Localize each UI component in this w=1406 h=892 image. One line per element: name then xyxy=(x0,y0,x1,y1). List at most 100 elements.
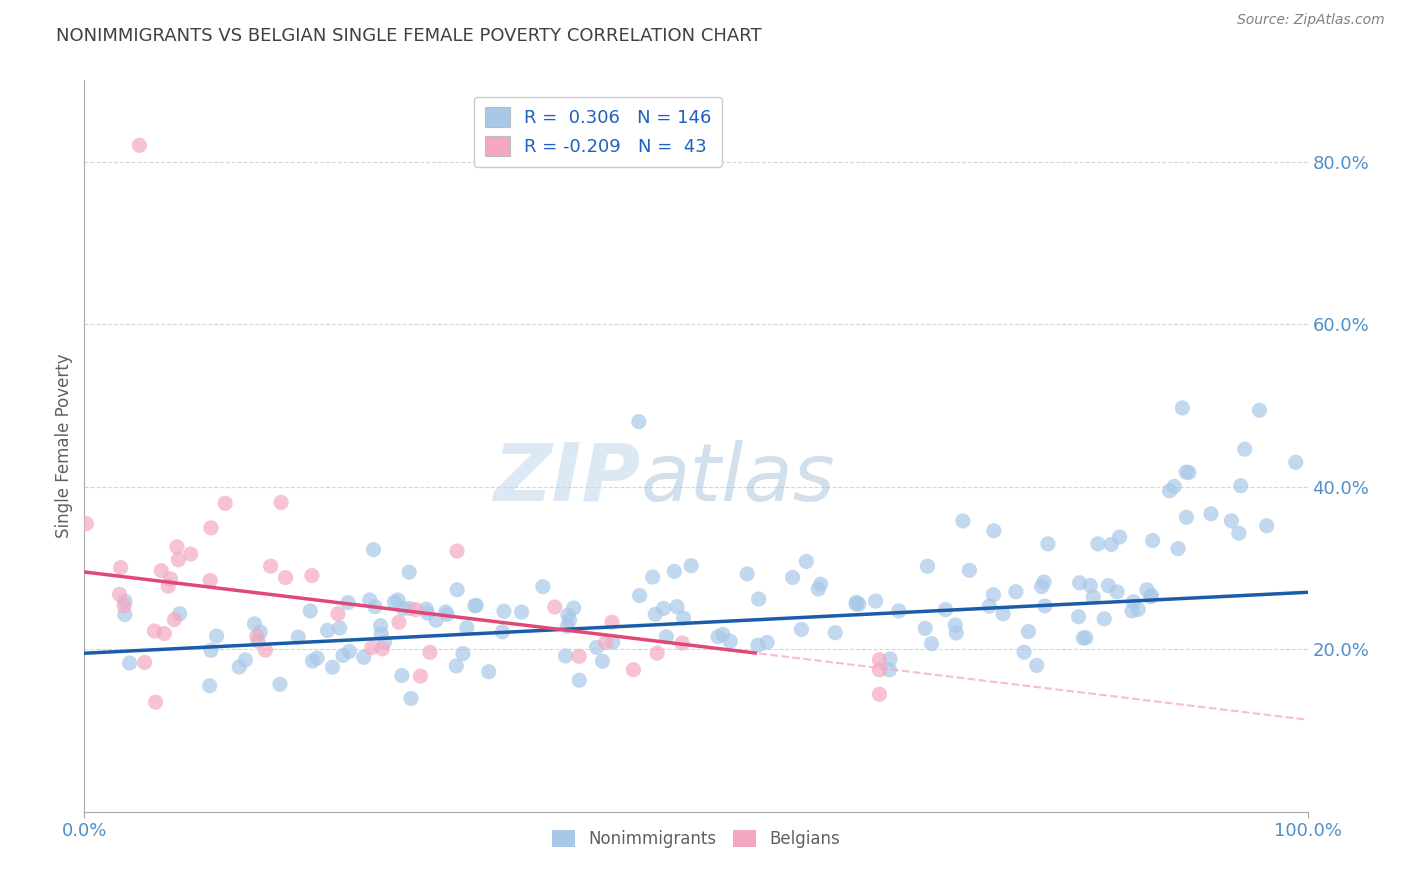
Point xyxy=(1036,537,1059,551)
Point xyxy=(887,604,910,618)
Point xyxy=(321,660,343,674)
Point xyxy=(1025,658,1047,673)
Point xyxy=(249,624,271,639)
Point xyxy=(287,630,309,644)
Point xyxy=(591,654,613,668)
Point xyxy=(269,677,291,691)
Point xyxy=(644,607,666,622)
Point xyxy=(718,634,741,648)
Point xyxy=(707,630,730,644)
Point xyxy=(1199,507,1222,521)
Point xyxy=(446,544,468,558)
Point xyxy=(879,663,901,677)
Point xyxy=(205,629,228,643)
Point xyxy=(465,599,488,613)
Point xyxy=(143,624,166,638)
Point xyxy=(735,566,758,581)
Point xyxy=(848,597,870,611)
Point xyxy=(1126,602,1149,616)
Point xyxy=(1099,537,1122,551)
Legend: Nonimmigrants, Belgians: Nonimmigrants, Belgians xyxy=(546,823,846,855)
Point xyxy=(555,619,578,633)
Point xyxy=(436,607,458,622)
Point xyxy=(645,646,668,660)
Point xyxy=(198,679,221,693)
Y-axis label: Single Female Poverty: Single Female Poverty xyxy=(55,354,73,538)
Point xyxy=(274,571,297,585)
Point xyxy=(1175,465,1198,479)
Point xyxy=(118,656,141,670)
Point xyxy=(163,613,186,627)
Point xyxy=(748,592,770,607)
Point xyxy=(200,643,222,657)
Point xyxy=(415,602,437,616)
Point xyxy=(307,651,329,665)
Point xyxy=(108,587,131,601)
Point xyxy=(879,652,901,666)
Point xyxy=(1285,455,1308,469)
Point xyxy=(337,644,360,658)
Point xyxy=(374,635,396,649)
Point xyxy=(1012,645,1035,659)
Point xyxy=(364,599,387,614)
Point xyxy=(600,615,623,630)
Point xyxy=(641,570,664,584)
Point xyxy=(652,601,675,615)
Point xyxy=(1233,442,1256,457)
Point xyxy=(628,589,651,603)
Point xyxy=(1142,533,1164,548)
Point xyxy=(1256,518,1278,533)
Point xyxy=(1167,541,1189,556)
Point xyxy=(810,577,832,591)
Point xyxy=(544,599,567,614)
Point xyxy=(451,647,474,661)
Point xyxy=(398,601,420,615)
Point xyxy=(1136,582,1159,597)
Point xyxy=(1078,578,1101,592)
Point xyxy=(1033,575,1056,590)
Point xyxy=(983,588,1005,602)
Point xyxy=(1122,595,1144,609)
Point xyxy=(235,653,257,667)
Point xyxy=(409,669,432,683)
Point xyxy=(983,524,1005,538)
Point xyxy=(1227,526,1250,541)
Point xyxy=(316,624,339,638)
Point xyxy=(568,649,591,664)
Point xyxy=(114,594,136,608)
Point xyxy=(790,623,813,637)
Point xyxy=(824,625,846,640)
Point xyxy=(128,138,150,153)
Point xyxy=(568,673,591,688)
Point xyxy=(200,521,222,535)
Point xyxy=(446,582,468,597)
Point xyxy=(446,659,468,673)
Point xyxy=(388,615,411,630)
Point xyxy=(756,635,779,649)
Point xyxy=(387,593,409,607)
Point xyxy=(464,599,486,613)
Point xyxy=(865,594,887,608)
Point xyxy=(145,695,167,709)
Point xyxy=(934,602,956,616)
Point xyxy=(681,558,703,573)
Point xyxy=(991,607,1014,621)
Point xyxy=(869,653,891,667)
Point xyxy=(1097,579,1119,593)
Point xyxy=(456,621,478,635)
Point xyxy=(1163,479,1185,493)
Point xyxy=(371,641,394,656)
Point xyxy=(585,640,607,655)
Point xyxy=(602,635,624,649)
Point xyxy=(979,599,1001,614)
Point xyxy=(1121,604,1143,618)
Point xyxy=(329,621,352,635)
Point xyxy=(270,495,292,509)
Point xyxy=(247,634,270,648)
Point xyxy=(510,605,533,619)
Point xyxy=(595,635,617,649)
Point xyxy=(1249,403,1271,417)
Point xyxy=(914,621,936,635)
Point xyxy=(363,542,385,557)
Point xyxy=(782,570,804,584)
